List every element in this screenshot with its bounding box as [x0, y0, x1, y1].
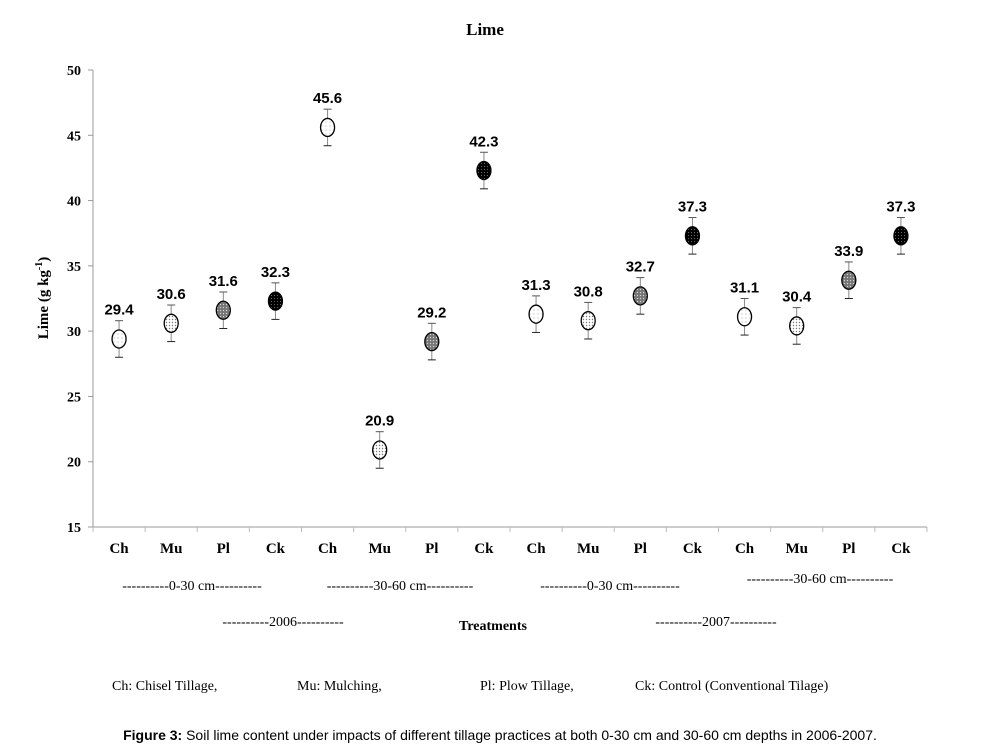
data-point	[476, 160, 492, 181]
x-tick-label: Mu	[577, 541, 600, 557]
data-point	[632, 286, 648, 306]
x-tick-label: Pl	[634, 541, 647, 557]
data-point	[528, 304, 544, 324]
data-label: 32.3	[261, 264, 290, 281]
x-tick-label: Ch	[109, 541, 129, 557]
x-tick-label: Mu	[368, 541, 391, 557]
x-tick-label: Pl	[217, 541, 230, 557]
x-tick-label: Ch	[526, 541, 546, 557]
data-label: 20.9	[365, 413, 394, 430]
x-tick-label: Mu	[160, 541, 183, 557]
x-tick-label: Ck	[891, 541, 911, 557]
data-point	[215, 300, 231, 320]
x-axis-label: Treatments	[459, 619, 527, 634]
data-point	[893, 226, 909, 246]
data-point	[841, 270, 857, 290]
data-label: 29.2	[417, 304, 446, 321]
data-point	[111, 329, 127, 349]
year-group-label: ----------2006----------	[222, 615, 344, 630]
y-tick-label: 25	[67, 390, 81, 405]
data-label: 45.6	[313, 90, 342, 107]
depth-group-label: ----------30-60 cm----------	[327, 579, 474, 594]
x-tick-label: Ck	[266, 541, 286, 557]
depth-group-label: ----------30-60 cm----------	[747, 572, 894, 587]
svg-text:Lime (g kg-1): Lime (g kg-1)	[34, 257, 52, 340]
data-label: 29.4	[104, 302, 134, 319]
data-label: 37.3	[886, 199, 915, 216]
data-point	[789, 316, 805, 336]
data-label: 30.6	[157, 286, 186, 303]
lime-chart: Lime Lime (g kg-1) 15 20 25 30 35 40 45 50 Ch Mu…	[34, 20, 928, 694]
data-label: 42.3	[469, 133, 498, 150]
data-label: 30.8	[574, 283, 603, 300]
x-tick-label: Ck	[474, 541, 494, 557]
x-tick-label: Pl	[842, 541, 855, 557]
x-tick-label: Ch	[735, 541, 755, 557]
data-label: 32.7	[626, 259, 655, 276]
data-point	[580, 311, 596, 331]
y-tick-label: 45	[67, 129, 81, 144]
y-axis-label: Lime (g kg-1)	[34, 257, 52, 340]
chart-title: Lime	[466, 20, 504, 39]
legend-entry: Mu: Mulching,	[297, 679, 382, 694]
figure-caption: Figure 3: Soil lime content under impact…	[123, 727, 877, 743]
data-label: 33.9	[834, 243, 863, 260]
data-label: 37.3	[678, 199, 707, 216]
data-label: 31.1	[730, 280, 759, 297]
data-point	[267, 291, 284, 311]
x-tick-label: Mu	[785, 541, 808, 557]
x-tick-label: Ch	[318, 541, 338, 557]
legend-entry: Pl: Plow Tillage,	[480, 679, 574, 694]
y-tick-label: 30	[67, 325, 81, 340]
x-tick-label: Pl	[425, 541, 438, 557]
y-tick-label: 50	[67, 64, 81, 79]
data-label: 31.6	[209, 273, 238, 290]
legend-entry: Ch: Chisel Tillage,	[112, 679, 217, 694]
legend-entry: Ck: Control (Conventional Tilage)	[635, 679, 829, 694]
x-tick-label: Ck	[683, 541, 703, 557]
y-tick-label: 15	[67, 521, 81, 536]
data-point	[319, 117, 336, 138]
data-point	[163, 313, 179, 333]
data-point	[372, 440, 388, 460]
data-label: 31.3	[521, 277, 550, 294]
y-tick-label: 40	[67, 195, 81, 210]
depth-group-label: ----------0-30 cm----------	[540, 579, 680, 594]
y-tick-label: 20	[67, 456, 81, 471]
data-label: 30.4	[782, 289, 812, 306]
data-point	[424, 331, 440, 352]
depth-group-label: ----------0-30 cm----------	[122, 579, 262, 594]
y-tick-label: 35	[67, 260, 81, 275]
data-point	[684, 226, 701, 246]
year-group-label: ----------2007----------	[655, 615, 777, 630]
data-point	[736, 307, 753, 327]
